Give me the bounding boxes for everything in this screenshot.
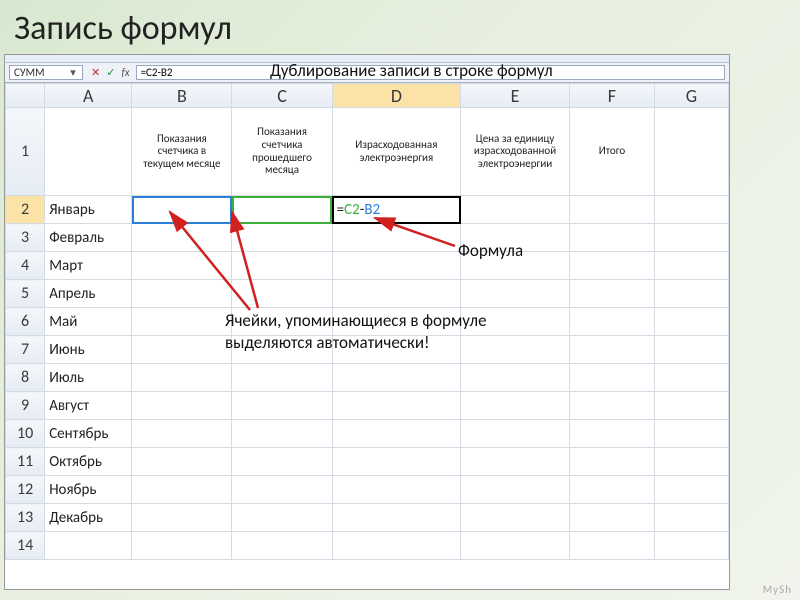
table-row: 1 Показания счетчика в текущем месяце По…	[6, 108, 729, 196]
cell-e1[interactable]: Цена за единицу израсходованной электроэ…	[461, 108, 570, 196]
cell-a13[interactable]: Декабрь	[45, 504, 132, 532]
cell-a11[interactable]: Октябрь	[45, 448, 132, 476]
row-header-14[interactable]: 14	[6, 532, 45, 560]
cell-c2[interactable]	[232, 196, 332, 224]
confirm-icon[interactable]: ✓	[106, 66, 115, 79]
cell-a10[interactable]: Сентябрь	[45, 420, 132, 448]
fx-icon[interactable]: fx	[121, 66, 129, 79]
cell-a6[interactable]: Май	[45, 308, 132, 336]
table-row: 4 Март	[6, 252, 729, 280]
col-header-a[interactable]: A	[45, 84, 132, 108]
row-header-5[interactable]: 5	[6, 280, 45, 308]
row-header-4[interactable]: 4	[6, 252, 45, 280]
cell-a5[interactable]: Апрель	[45, 280, 132, 308]
table-row: 14	[6, 532, 729, 560]
cell-a2[interactable]: Январь	[45, 196, 132, 224]
table-row: 13 Декабрь	[6, 504, 729, 532]
grid-area: A B C D E F G 1 Показания счетчика в тек…	[5, 83, 729, 560]
formula-bar-input[interactable]: =C2-B2	[136, 65, 725, 80]
name-box-value: СУММ	[14, 66, 44, 79]
row-header-3[interactable]: 3	[6, 224, 45, 252]
row-header-8[interactable]: 8	[6, 364, 45, 392]
cell-g1[interactable]	[654, 108, 728, 196]
row-header-13[interactable]: 13	[6, 504, 45, 532]
spreadsheet-grid[interactable]: A B C D E F G 1 Показания счетчика в тек…	[5, 83, 729, 560]
table-row: 10 Сентябрь	[6, 420, 729, 448]
formula-bar-buttons: ✕ ✓ fx	[85, 63, 136, 82]
col-header-b[interactable]: B	[132, 84, 232, 108]
cell-a4[interactable]: Март	[45, 252, 132, 280]
ribbon-sliver	[5, 55, 729, 63]
col-header-e[interactable]: E	[461, 84, 570, 108]
row-header-9[interactable]: 9	[6, 392, 45, 420]
row-header-12[interactable]: 12	[6, 476, 45, 504]
row-header-10[interactable]: 10	[6, 420, 45, 448]
table-row: 12 Ноябрь	[6, 476, 729, 504]
row-header-11[interactable]: 11	[6, 448, 45, 476]
cell-a7[interactable]: Июнь	[45, 336, 132, 364]
table-row: 2 Январь =C2-B2	[6, 196, 729, 224]
cell-d2[interactable]: =C2-B2	[332, 196, 460, 224]
slide-title: Запись формул	[0, 0, 800, 55]
formula-bar: СУММ ▾ ✕ ✓ fx =C2-B2	[5, 63, 729, 83]
row-header-7[interactable]: 7	[6, 336, 45, 364]
formula-ref-b2: B2	[364, 201, 380, 219]
col-header-g[interactable]: G	[654, 84, 728, 108]
cell-a1[interactable]	[45, 108, 132, 196]
cell-a12[interactable]: Ноябрь	[45, 476, 132, 504]
row-header-6[interactable]: 6	[6, 308, 45, 336]
cell-f1[interactable]: Итого	[569, 108, 654, 196]
table-row: 8 Июль	[6, 364, 729, 392]
cell-d1[interactable]: Израсходованная электроэнергия	[332, 108, 460, 196]
cell-a3[interactable]: Февраль	[45, 224, 132, 252]
cell-b1[interactable]: Показания счетчика в текущем месяце	[132, 108, 232, 196]
col-header-f[interactable]: F	[569, 84, 654, 108]
cell-f2[interactable]	[569, 196, 654, 224]
col-header-c[interactable]: C	[232, 84, 332, 108]
name-box[interactable]: СУММ ▾	[9, 65, 83, 80]
column-header-row: A B C D E F G	[6, 84, 729, 108]
cell-g2[interactable]	[654, 196, 728, 224]
cell-a8[interactable]: Июль	[45, 364, 132, 392]
select-all-corner[interactable]	[6, 84, 45, 108]
table-row: 5 Апрель	[6, 280, 729, 308]
cell-e2[interactable]	[461, 196, 570, 224]
excel-window: СУММ ▾ ✕ ✓ fx =C2-B2 A	[4, 54, 730, 590]
table-row: 9 Август	[6, 392, 729, 420]
col-header-d[interactable]: D	[332, 84, 460, 108]
table-row: 6 Май	[6, 308, 729, 336]
watermark: MySh	[763, 583, 792, 596]
row-header-2[interactable]: 2	[6, 196, 45, 224]
name-box-dropdown-icon[interactable]: ▾	[68, 66, 78, 79]
cancel-icon[interactable]: ✕	[91, 66, 100, 79]
formula-bar-text: =C2-B2	[141, 66, 173, 79]
row-header-1[interactable]: 1	[6, 108, 45, 196]
cell-a9[interactable]: Август	[45, 392, 132, 420]
formula-ref-c2: C2	[344, 201, 360, 219]
table-row: 3 Февраль	[6, 224, 729, 252]
cell-b2[interactable]	[132, 196, 232, 224]
table-row: 7 Июнь	[6, 336, 729, 364]
cell-c1[interactable]: Показания счетчика прошедшего месяца	[232, 108, 332, 196]
formula-eq: =	[337, 201, 344, 219]
table-row: 11 Октябрь	[6, 448, 729, 476]
